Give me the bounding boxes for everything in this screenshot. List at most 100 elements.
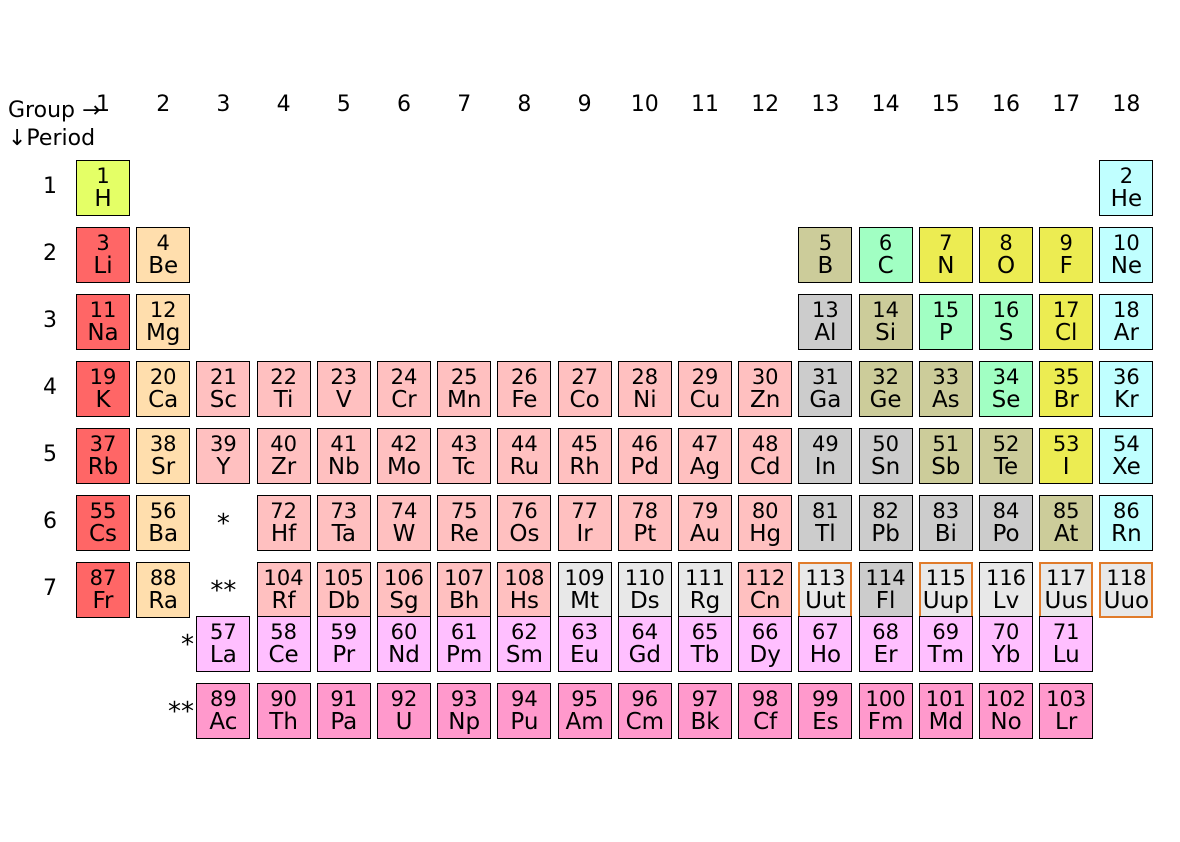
element-cell: 77Ir (558, 495, 612, 551)
element-cell: 49In (798, 428, 852, 484)
element-symbol: Er (874, 643, 898, 667)
atomic-number: 103 (1046, 688, 1086, 710)
element-cell: 44Ru (497, 428, 551, 484)
atomic-number: 15 (932, 299, 959, 321)
element-cell: 25Mn (437, 361, 491, 417)
element-symbol: Xe (1112, 455, 1141, 479)
element-symbol: Rn (1111, 522, 1142, 546)
atomic-number: 25 (451, 366, 478, 388)
element-cell: 28Ni (618, 361, 672, 417)
atomic-number: 75 (451, 500, 478, 522)
element-cell: 33As (919, 361, 973, 417)
element-symbol: Br (1054, 388, 1079, 412)
group-number: 13 (798, 92, 852, 117)
atomic-number: 32 (872, 366, 899, 388)
element-cell: 47Ag (678, 428, 732, 484)
group-number: 16 (979, 92, 1033, 117)
element-symbol: I (1063, 455, 1070, 479)
lanthanide-actinide-marker: ** (140, 697, 194, 727)
element-cell: 2He (1099, 160, 1153, 216)
element-symbol: S (999, 321, 1014, 345)
element-symbol: Ge (870, 388, 902, 412)
element-cell: 55Cs (76, 495, 130, 551)
element-cell: 22Ti (257, 361, 311, 417)
element-cell: 14Si (859, 294, 913, 350)
element-cell: 12Mg (136, 294, 190, 350)
element-symbol: Mn (447, 388, 481, 412)
period-number: 4 (30, 375, 70, 400)
atomic-number: 107 (444, 567, 484, 589)
element-symbol: Te (994, 455, 1018, 479)
atomic-number: 23 (330, 366, 357, 388)
element-cell: 111Rg (678, 562, 732, 618)
atomic-number: 51 (932, 433, 959, 455)
atomic-number: 40 (270, 433, 297, 455)
atomic-number: 93 (451, 688, 478, 710)
element-symbol: Li (93, 254, 112, 278)
atomic-number: 48 (752, 433, 779, 455)
group-number: 11 (678, 92, 732, 117)
period-number: 7 (30, 576, 70, 601)
element-cell: 116Lv (979, 562, 1033, 618)
element-symbol: At (1054, 522, 1078, 546)
element-cell: 56Ba (136, 495, 190, 551)
element-cell: 74W (377, 495, 431, 551)
element-cell: 80Hg (738, 495, 792, 551)
atomic-number: 47 (692, 433, 719, 455)
element-cell: 89Ac (196, 683, 250, 739)
atomic-number: 22 (270, 366, 297, 388)
element-cell: 103Lr (1039, 683, 1093, 739)
element-symbol: Rh (569, 455, 600, 479)
element-symbol: Hf (271, 522, 296, 546)
element-cell: 83Bi (919, 495, 973, 551)
element-symbol: Fr (92, 589, 113, 613)
atomic-number: 12 (150, 299, 177, 321)
element-symbol: As (932, 388, 960, 412)
atomic-number: 7 (939, 232, 952, 254)
element-cell: 63Eu (558, 616, 612, 672)
element-cell: 112Cn (738, 562, 792, 618)
group-number: 2 (136, 92, 190, 117)
element-symbol: Cs (89, 522, 117, 546)
period-number: 3 (30, 308, 70, 333)
element-symbol: Eu (570, 643, 599, 667)
atomic-number: 33 (932, 366, 959, 388)
element-cell: 78Pt (618, 495, 672, 551)
atomic-number: 90 (270, 688, 297, 710)
element-cell: 99Es (798, 683, 852, 739)
element-cell: 118Uuo (1099, 562, 1153, 618)
element-cell: 39Y (196, 428, 250, 484)
periodic-table: Group → ↓Period 123456789101112131415161… (0, 0, 1180, 842)
group-number: 3 (196, 92, 250, 117)
atomic-number: 79 (692, 500, 719, 522)
element-symbol: Ba (148, 522, 178, 546)
atomic-number: 77 (571, 500, 598, 522)
element-symbol: Dy (750, 643, 781, 667)
element-cell: 3Li (76, 227, 130, 283)
element-symbol: Hg (749, 522, 781, 546)
element-cell: 76Os (497, 495, 551, 551)
element-symbol: Pm (446, 643, 482, 667)
atomic-number: 65 (692, 621, 719, 643)
element-symbol: He (1111, 187, 1142, 211)
element-cell: 67Ho (798, 616, 852, 672)
element-symbol: Sg (389, 589, 418, 613)
atomic-number: 28 (631, 366, 658, 388)
element-symbol: Pd (631, 455, 659, 479)
element-cell: 106Sg (377, 562, 431, 618)
element-cell: 6C (859, 227, 913, 283)
atomic-number: 62 (511, 621, 538, 643)
element-cell: 62Sm (497, 616, 551, 672)
element-cell: 20Ca (136, 361, 190, 417)
element-cell: 72Hf (257, 495, 311, 551)
element-cell: 71Lu (1039, 616, 1093, 672)
element-symbol: Uut (805, 589, 845, 613)
element-symbol: F (1060, 254, 1073, 278)
element-cell: 34Se (979, 361, 1033, 417)
element-cell: 114Fl (859, 562, 913, 618)
period-number: 1 (30, 174, 70, 199)
atomic-number: 42 (391, 433, 418, 455)
element-cell: 108Hs (497, 562, 551, 618)
element-cell: 53I (1039, 428, 1093, 484)
element-cell: 35Br (1039, 361, 1093, 417)
